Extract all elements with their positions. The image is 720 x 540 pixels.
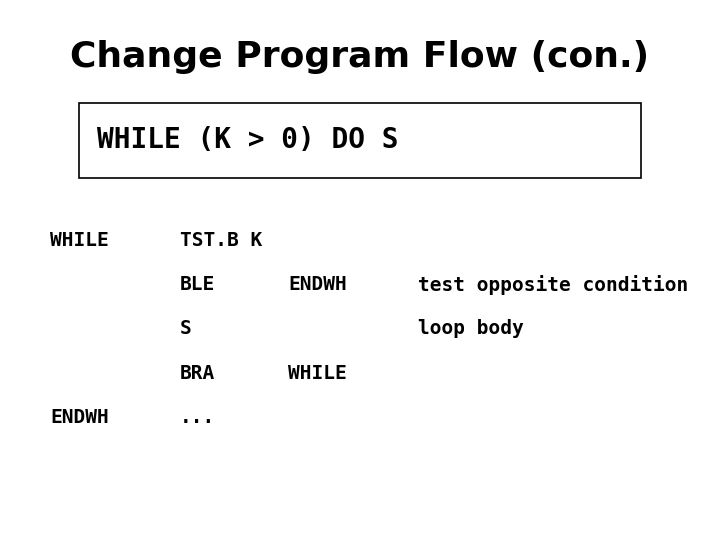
Text: BRA: BRA (180, 363, 215, 383)
FancyBboxPatch shape (79, 103, 641, 178)
Text: loop body: loop body (418, 319, 523, 339)
Text: S: S (180, 319, 192, 339)
Text: BLE: BLE (180, 275, 215, 294)
Text: ENDWH: ENDWH (50, 408, 109, 427)
Text: TST.B K: TST.B K (180, 231, 262, 250)
Text: WHILE: WHILE (288, 363, 347, 383)
Text: ENDWH: ENDWH (288, 275, 347, 294)
Text: Change Program Flow (con.): Change Program Flow (con.) (71, 40, 649, 73)
Text: WHILE (K > 0) DO S: WHILE (K > 0) DO S (97, 126, 399, 154)
Text: ...: ... (180, 408, 215, 427)
Text: test opposite condition: test opposite condition (418, 274, 688, 295)
Text: WHILE: WHILE (50, 231, 109, 250)
